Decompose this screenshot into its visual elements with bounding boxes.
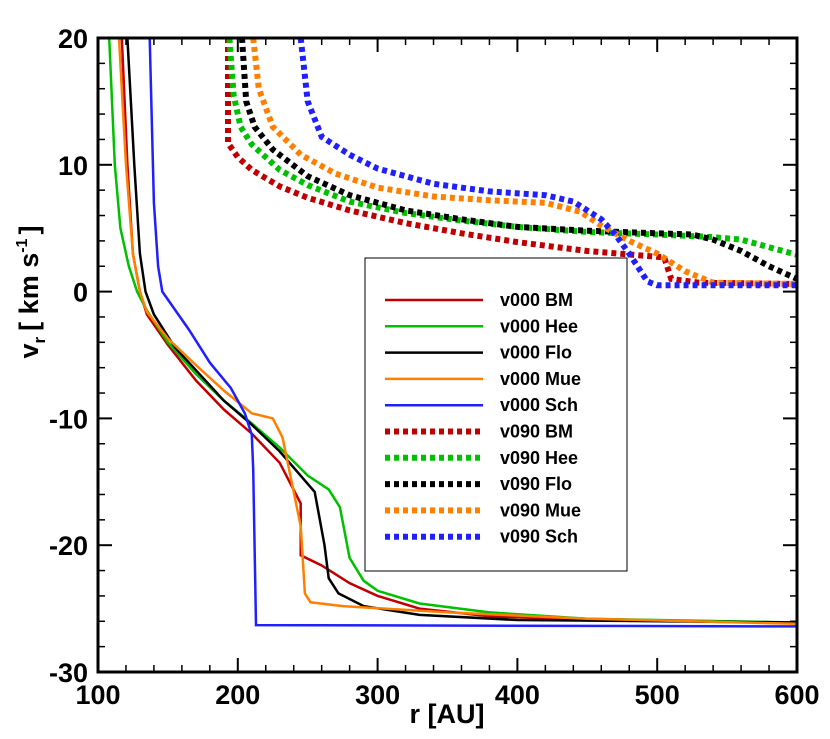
legend-label-v090-flo: v090 Flo [500,474,572,494]
legend-label-v090-bm: v090 BM [500,422,573,442]
plot-frame [96,36,799,674]
series-line-v000-mue [117,38,797,626]
legend: v000 BM v000 Hee v000 Flo v000 Mue v000 Sch v… [364,257,628,572]
y-axis-label-unit: [ km s [14,253,44,331]
series-layer [107,38,797,628]
series-line-v090-bm [225,38,797,287]
x-tick-label: 400 [495,680,540,710]
legend-label-v090-mue: v090 Mue [500,500,581,520]
series-line-v090-sch [297,38,797,289]
legend-label-v090-sch: v090 Sch [500,527,578,547]
legend-box [364,257,628,572]
series-line-v090-hee [226,38,797,258]
y-axis-label: vr [ km s-1] [14,226,49,359]
legend-label-v090-hee: v090 Hee [500,448,578,468]
series-line-v090-mue [250,38,797,287]
legend-label-v000-flo: v000 Flo [500,343,572,363]
x-tick-label: 300 [355,680,400,710]
x-axis-label: r [AU] [410,699,485,729]
series-line-v000-hee [107,38,797,624]
x-tick-label: 200 [215,680,260,710]
y-tick-label: -30 [49,658,88,688]
legend-label-v000-hee: v000 Hee [500,316,578,336]
y-tick-label: -20 [49,531,88,561]
y-axis-label-main: v [14,343,44,358]
y-axis-label-sub: r [30,336,49,343]
legend-label-v000-sch: v000 Sch [500,395,578,415]
x-tick-label: 600 [774,680,819,710]
x-tick-label: 100 [75,680,120,710]
legend-label-v000-mue: v000 Mue [500,369,581,389]
x-tick-label: 500 [635,680,680,710]
legend-items: v000 BM v000 Hee v000 Flo v000 Mue v000 Sch v… [385,290,581,547]
y-axis-label-close: ] [14,226,44,235]
series-line-v000-sch [148,38,797,628]
y-tick-label: 10 [58,151,88,181]
y-tick-label: 20 [58,24,88,54]
legend-label-v000-bm: v000 BM [500,290,573,310]
y-tick-label: 0 [73,278,88,308]
series-line-v090-flo [239,38,797,282]
y-tick-label: -10 [49,404,88,434]
ticks-layer: 100 200 300 400 500 600 -30 -20 -10 0 10 20 [49,24,820,710]
y-axis-label-sup: -1 [14,238,31,252]
